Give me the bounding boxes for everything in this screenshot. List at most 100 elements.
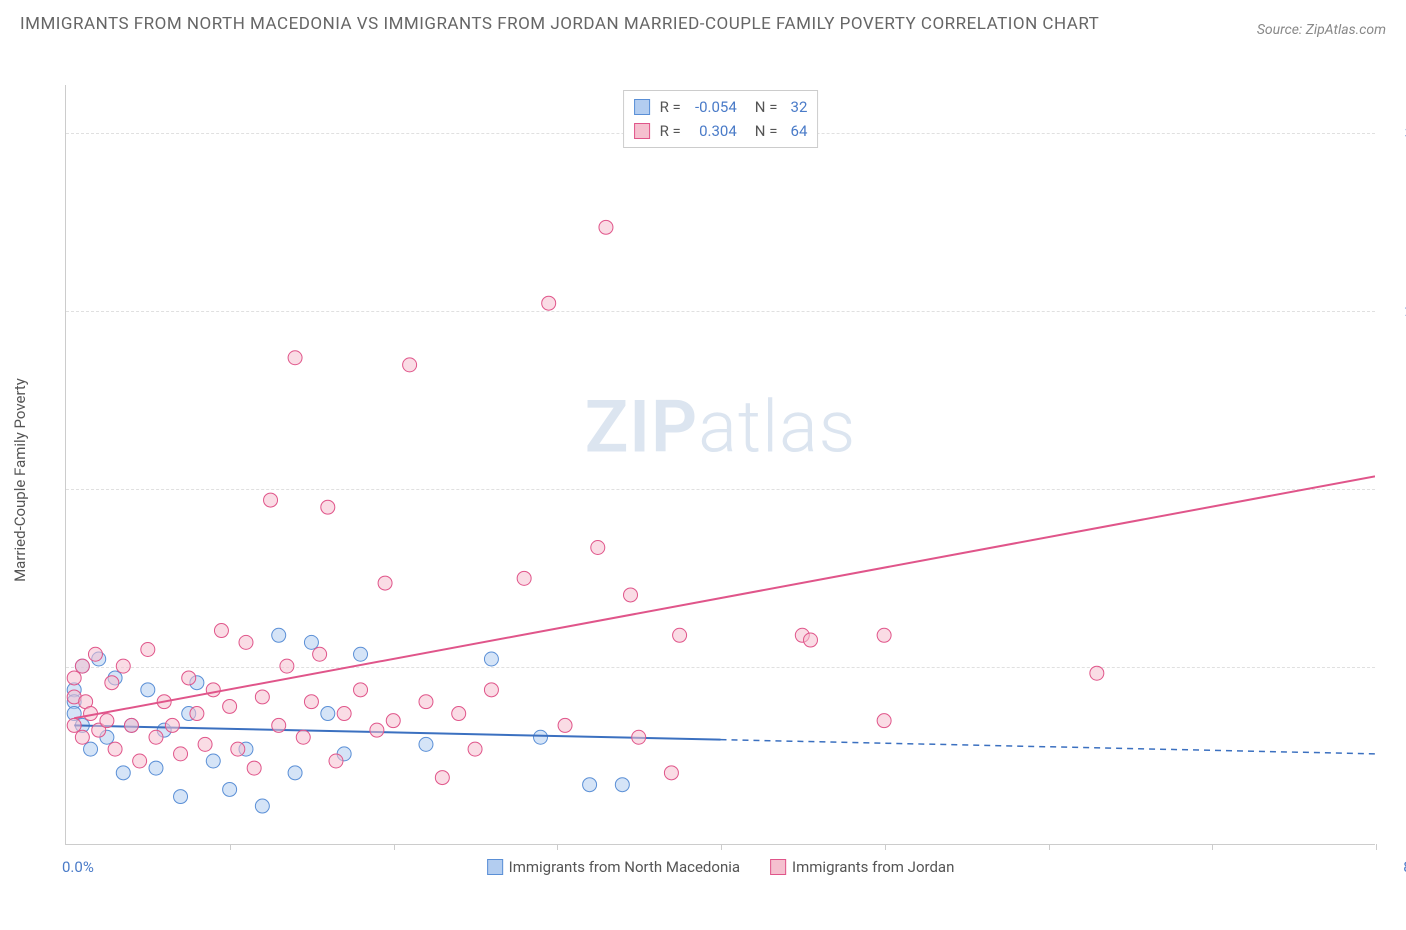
scatter-point — [304, 695, 318, 709]
scatter-point — [615, 778, 629, 792]
x-axis-min-label: 0.0% — [62, 858, 94, 876]
scatter-point — [542, 296, 556, 310]
scatter-point — [141, 643, 155, 657]
scatter-point — [84, 742, 98, 756]
trend-line-extrapolated — [721, 740, 1376, 754]
scatter-point — [1090, 666, 1104, 680]
stat-n-value: 64 — [783, 119, 807, 143]
trend-line — [74, 476, 1375, 718]
scatter-point — [354, 647, 368, 661]
scatter-point — [239, 635, 253, 649]
chart-title: IMMIGRANTS FROM NORTH MACEDONIA VS IMMIG… — [20, 12, 1099, 38]
scatter-point — [75, 659, 89, 673]
scatter-point — [116, 659, 130, 673]
scatter-point — [206, 683, 220, 697]
scatter-point — [624, 588, 638, 602]
scatter-point — [247, 761, 261, 775]
x-tick — [1212, 844, 1213, 850]
bottom-legend: Immigrants from North Macedonia Immigrant… — [487, 858, 955, 876]
scatter-point — [296, 730, 310, 744]
scatter-point — [88, 647, 102, 661]
scatter-point — [558, 718, 572, 732]
legend-swatch — [770, 859, 786, 875]
scatter-point — [174, 747, 188, 761]
scatter-svg — [66, 85, 1375, 844]
y-axis-label: Married-Couple Family Poverty — [11, 378, 29, 582]
scatter-point — [313, 647, 327, 661]
source-attribution: Source: ZipAtlas.com — [1257, 22, 1386, 38]
legend-item: Immigrants from North Macedonia — [487, 858, 740, 876]
scatter-point — [803, 633, 817, 647]
scatter-point — [673, 628, 687, 642]
scatter-point — [141, 683, 155, 697]
scatter-point — [223, 782, 237, 796]
legend-label: Immigrants from Jordan — [792, 858, 954, 876]
scatter-point — [67, 671, 81, 685]
chart-header: IMMIGRANTS FROM NORTH MACEDONIA VS IMMIG… — [0, 0, 1406, 46]
scatter-point — [403, 358, 417, 372]
stat-r-value: 0.304 — [687, 119, 737, 143]
stats-row: R =-0.054N =32 — [634, 95, 808, 119]
scatter-point — [321, 500, 335, 514]
correlation-stats-box: R = -0.054 N =32R = 0.304 N =64 — [623, 90, 819, 148]
scatter-point — [272, 628, 286, 642]
scatter-point — [223, 699, 237, 713]
stat-n-value: 32 — [783, 95, 807, 119]
scatter-point — [591, 541, 605, 555]
scatter-point — [583, 778, 597, 792]
x-tick — [1376, 844, 1377, 850]
scatter-point — [354, 683, 368, 697]
stats-swatch — [634, 99, 650, 115]
scatter-point — [419, 737, 433, 751]
scatter-point — [599, 220, 613, 234]
scatter-point — [337, 707, 351, 721]
scatter-point — [378, 576, 392, 590]
stat-n-label: N = — [755, 119, 778, 143]
scatter-point — [174, 790, 188, 804]
x-tick — [721, 844, 722, 850]
legend-swatch — [487, 859, 503, 875]
scatter-point — [632, 730, 646, 744]
scatter-point — [108, 742, 122, 756]
scatter-point — [534, 730, 548, 744]
plot-region: ZIPatlas R =-0.054N =32R =0.304N =64 Imm… — [65, 85, 1375, 845]
stat-n-label: N = — [755, 95, 778, 119]
legend-item: Immigrants from Jordan — [770, 858, 954, 876]
scatter-point — [452, 707, 466, 721]
scatter-point — [288, 351, 302, 365]
scatter-point — [264, 493, 278, 507]
scatter-point — [468, 742, 482, 756]
scatter-point — [75, 730, 89, 744]
scatter-point — [484, 683, 498, 697]
scatter-point — [214, 624, 228, 638]
scatter-point — [116, 766, 130, 780]
scatter-point — [149, 730, 163, 744]
scatter-point — [231, 742, 245, 756]
stats-row: R = 0.304 N =64 — [634, 119, 808, 143]
scatter-point — [288, 766, 302, 780]
scatter-point — [182, 671, 196, 685]
x-tick — [394, 844, 395, 850]
x-tick — [230, 844, 231, 850]
scatter-point — [280, 659, 294, 673]
scatter-point — [124, 718, 138, 732]
scatter-point — [386, 714, 400, 728]
legend-label: Immigrants from North Macedonia — [509, 858, 740, 876]
x-tick — [1049, 844, 1050, 850]
stat-r-value: -0.054 — [687, 95, 737, 119]
scatter-point — [272, 718, 286, 732]
scatter-point — [877, 714, 891, 728]
scatter-point — [67, 718, 81, 732]
scatter-point — [435, 771, 449, 785]
scatter-point — [329, 754, 343, 768]
stat-r-label: R = — [660, 119, 681, 143]
scatter-point — [877, 628, 891, 642]
scatter-point — [165, 718, 179, 732]
scatter-point — [198, 737, 212, 751]
scatter-point — [149, 761, 163, 775]
scatter-point — [190, 707, 204, 721]
scatter-point — [100, 714, 114, 728]
scatter-point — [255, 799, 269, 813]
scatter-point — [419, 695, 433, 709]
x-tick — [885, 844, 886, 850]
